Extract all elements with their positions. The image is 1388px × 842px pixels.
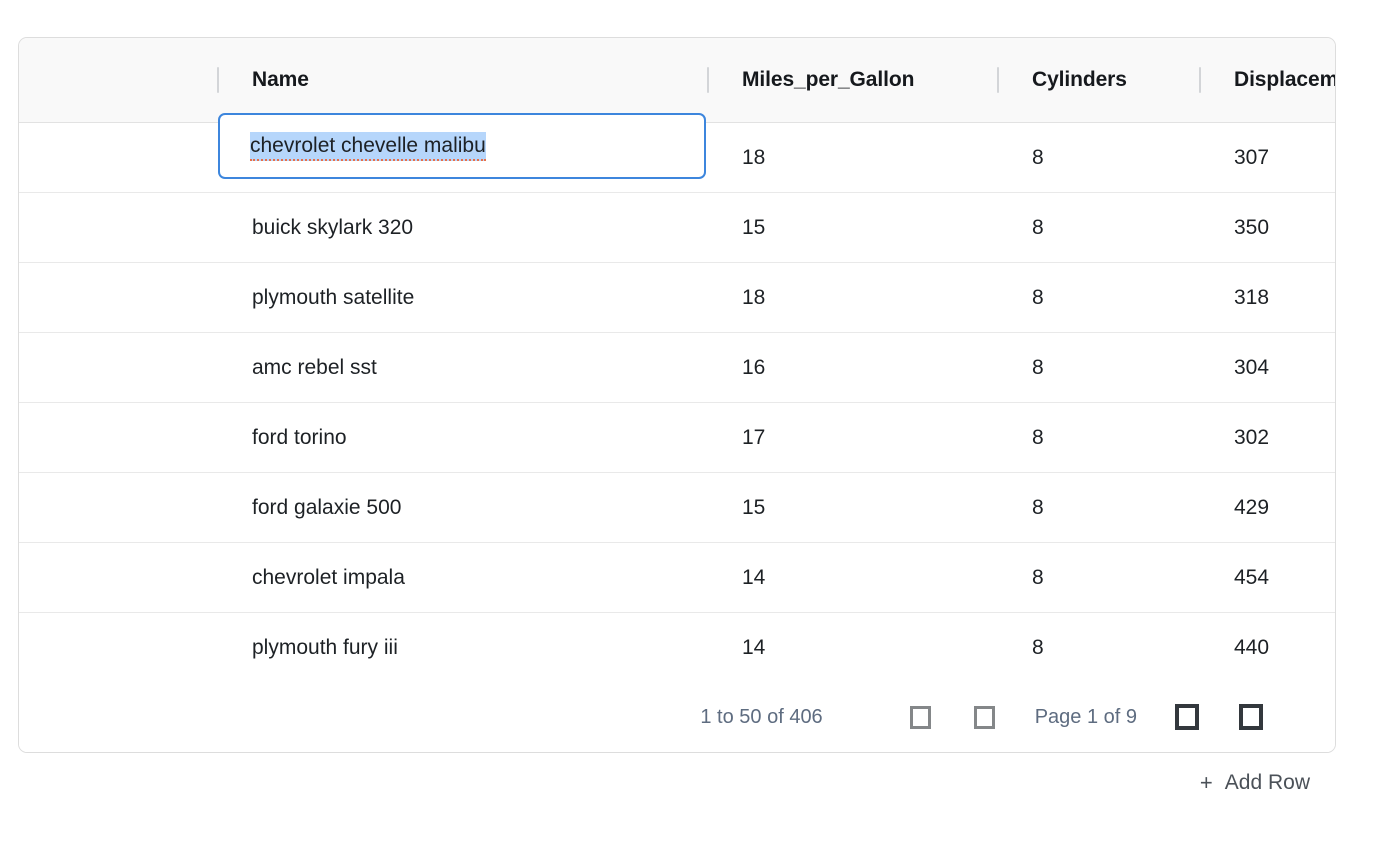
row-cell-cylinders[interactable]: 8	[1032, 355, 1044, 379]
row-cell-displacement[interactable]: 429	[1234, 495, 1270, 519]
column-header-label-displacement: Displacement	[1234, 68, 1336, 91]
row-cell-cylinders[interactable]: 8	[1032, 495, 1044, 519]
row-cell-name[interactable]: plymouth fury iii	[252, 635, 398, 659]
column-header-name[interactable]: Name	[217, 38, 707, 122]
row-range-summary: 1 to 50 of 406	[700, 705, 823, 728]
table-row[interactable]: amc rebel sst 16 8 304	[19, 333, 1335, 403]
add-row-button[interactable]: + Add Row	[1200, 771, 1310, 795]
column-header-blank[interactable]	[19, 38, 217, 122]
row-cell-displacement[interactable]: 307	[1234, 145, 1270, 169]
column-resize-handle-name[interactable]	[217, 67, 219, 93]
grid-header-row: Name Miles_per_Gallon Cylinders Displace…	[19, 38, 1335, 123]
row-cell-cylinders[interactable]: 8	[1032, 145, 1044, 169]
row-cell-blank[interactable]	[19, 543, 217, 612]
row-cell-blank[interactable]	[19, 403, 217, 472]
row-cell-cylinders[interactable]: 8	[1032, 565, 1044, 589]
table-row[interactable]: buick skylark 320 15 8 350	[19, 193, 1335, 263]
row-cell-displacement[interactable]: 302	[1234, 425, 1270, 449]
plus-icon: +	[1199, 770, 1213, 795]
row-cell-blank[interactable]	[19, 333, 217, 402]
row-cell-blank[interactable]	[19, 263, 217, 332]
row-cell-mpg[interactable]: 15	[742, 215, 766, 239]
row-cell-blank[interactable]	[19, 613, 217, 682]
row-cell-mpg[interactable]: 18	[742, 145, 766, 169]
grid-body: chevrolet chevelle malibu 18 8 307 buick…	[19, 113, 1335, 683]
column-header-miles-per-gallon[interactable]: Miles_per_Gallon	[707, 38, 997, 122]
row-cell-displacement[interactable]: 350	[1234, 215, 1270, 239]
column-header-label-cylinders: Cylinders	[1032, 68, 1127, 91]
last-page-button[interactable]	[1239, 704, 1263, 730]
row-cell-blank[interactable]	[19, 473, 217, 542]
next-page-button[interactable]	[1175, 704, 1199, 730]
previous-page-icon	[974, 705, 996, 729]
row-cell-mpg[interactable]: 16	[742, 355, 766, 379]
column-resize-handle-cylinders[interactable]	[997, 67, 999, 93]
table-row[interactable]: plymouth satellite 18 8 318	[19, 263, 1335, 333]
next-page-icon	[1175, 704, 1199, 730]
last-page-icon	[1239, 704, 1263, 730]
table-row[interactable]: ford torino 17 8 302	[19, 403, 1335, 473]
page-indicator: Page 1 of 9	[1034, 705, 1137, 728]
column-header-label-miles-per-gallon: Miles_per_Gallon	[742, 68, 915, 91]
column-header-label-name: Name	[252, 68, 309, 91]
row-cell-name[interactable]: ford galaxie 500	[252, 495, 402, 519]
row-cell-mpg[interactable]: 15	[742, 495, 766, 519]
row-cell-name[interactable]: plymouth satellite	[252, 285, 415, 309]
cell-editor-value: chevrolet chevelle malibu	[250, 131, 486, 161]
row-cell-displacement[interactable]: 318	[1234, 285, 1270, 309]
column-header-displacement[interactable]: Displacement	[1199, 38, 1336, 122]
first-page-icon	[910, 705, 932, 729]
row-cell-mpg[interactable]: 18	[742, 285, 766, 309]
row-cell-name[interactable]: amc rebel sst	[252, 355, 377, 379]
row-cell-mpg[interactable]: 14	[742, 565, 766, 589]
table-row[interactable]: chevrolet impala 14 8 454	[19, 543, 1335, 613]
row-cell-name-editing[interactable]: chevrolet chevelle malibu	[217, 113, 707, 192]
pagination-bar: 1 to 50 of 406 Page 1 of 9	[19, 682, 1335, 752]
row-cell-displacement[interactable]: 304	[1234, 355, 1270, 379]
column-resize-handle-displacement[interactable]	[1199, 67, 1201, 93]
row-cell-cylinders[interactable]: 8	[1032, 635, 1044, 659]
row-cell-displacement[interactable]: 440	[1234, 635, 1270, 659]
column-header-cylinders[interactable]: Cylinders	[997, 38, 1199, 122]
row-cell-cylinders[interactable]: 8	[1032, 215, 1044, 239]
add-row-label: Add Row	[1224, 771, 1310, 794]
row-cell-displacement[interactable]: 454	[1234, 565, 1270, 589]
column-resize-handle-miles-per-gallon[interactable]	[707, 67, 709, 93]
row-cell-mpg[interactable]: 14	[742, 635, 766, 659]
data-grid-container: Name Miles_per_Gallon Cylinders Displace…	[18, 37, 1336, 753]
row-cell-mpg[interactable]: 17	[742, 425, 766, 449]
row-cell-cylinders[interactable]: 8	[1032, 285, 1044, 309]
row-cell-name[interactable]: ford torino	[252, 425, 347, 449]
table-row[interactable]: ford galaxie 500 15 8 429	[19, 473, 1335, 543]
row-cell-name[interactable]: chevrolet impala	[252, 565, 405, 589]
table-row[interactable]: chevrolet chevelle malibu 18 8 307	[19, 113, 1335, 193]
previous-page-button[interactable]	[973, 705, 997, 729]
cell-editor-input[interactable]: chevrolet chevelle malibu	[218, 113, 706, 179]
row-cell-name[interactable]: buick skylark 320	[252, 215, 414, 239]
row-cell-blank[interactable]	[19, 123, 217, 192]
row-cell-blank[interactable]	[19, 193, 217, 262]
table-row[interactable]: plymouth fury iii 14 8 440	[19, 613, 1335, 683]
first-page-button[interactable]	[909, 705, 933, 729]
row-cell-cylinders[interactable]: 8	[1032, 425, 1044, 449]
